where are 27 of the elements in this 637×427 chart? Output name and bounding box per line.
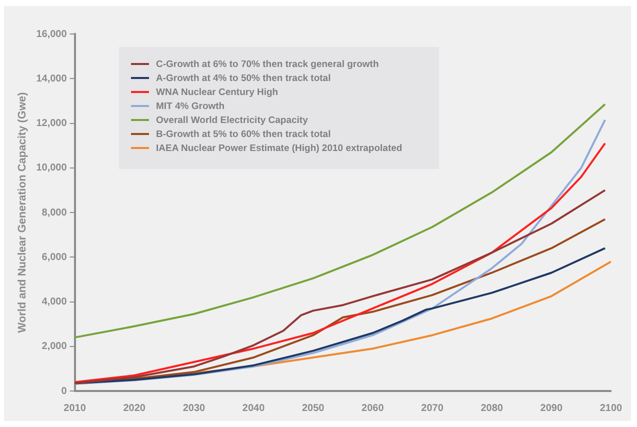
- legend-label: IAEA Nuclear Power Estimate (High) 2010 extrapolated: [156, 142, 402, 154]
- legend-label: B-Growth at 5% to 60% then track total: [156, 128, 331, 140]
- y-tick-label: 4,000: [42, 296, 68, 308]
- x-tick-label: 2090: [540, 402, 563, 414]
- x-tick-label: 2060: [362, 402, 384, 414]
- x-tick-label: 2040: [242, 402, 266, 414]
- x-tick-label: 2010: [64, 402, 86, 414]
- x-tick-label: 2050: [302, 402, 325, 414]
- y-tick-label: 16,000: [36, 28, 68, 40]
- y-tick-label: 14,000: [36, 73, 68, 84]
- legend-label: Overall World Electricity Capacity: [156, 114, 308, 126]
- x-tick-label: 2100: [600, 402, 623, 414]
- y-axis-title: World and Nuclear Generation Capacity (Gwe): [16, 92, 29, 333]
- x-tick-label: 2080: [480, 402, 504, 414]
- y-tick-label: 8,000: [42, 207, 68, 218]
- y-tick-label: 12,000: [36, 118, 68, 129]
- y-tick-label: 2,000: [42, 341, 68, 352]
- x-tick-label: 2070: [421, 402, 444, 414]
- y-tick-label: 6,000: [42, 252, 68, 263]
- x-tick-label: 2030: [182, 402, 206, 414]
- x-tick-label: 2020: [123, 402, 146, 414]
- legend-label: C-Growth at 6% to 70% then track general growth: [156, 58, 379, 70]
- legend-label: MIT 4% Growth: [156, 100, 225, 112]
- legend-label: A-Growth at 4% to 50% then track total: [156, 72, 331, 84]
- legend-label: WNA Nuclear Century High: [156, 86, 278, 98]
- y-tick-label: 10,000: [36, 162, 68, 174]
- y-tick-label: 0: [61, 386, 68, 397]
